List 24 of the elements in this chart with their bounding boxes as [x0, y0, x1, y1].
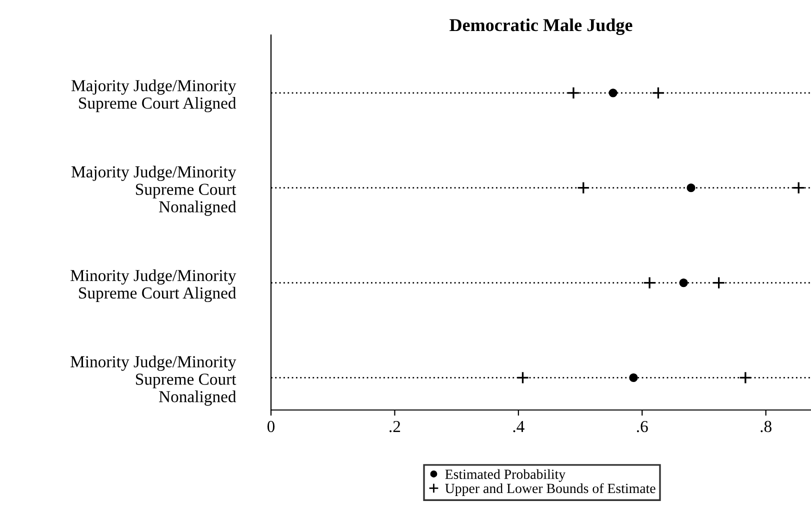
legend-label: Upper and Lower Bounds of Estimate [445, 483, 656, 496]
y-tick-label: Majority Judge/Minority Supreme Court Nonaligned [71, 166, 236, 216]
y-tick-label: Majority Judge/Minority Supreme Court Aligned [71, 80, 236, 112]
point [516, 371, 530, 384]
point [792, 181, 806, 194]
x-tick-label: .8 [760, 420, 772, 432]
point [739, 371, 752, 384]
chart-title: Democratic Male Judge [450, 18, 632, 35]
point [608, 88, 618, 98]
y-tick-label: Minority Judge/Minority Supreme Court Nonaligned [70, 356, 236, 406]
point [643, 276, 656, 290]
point [712, 276, 726, 290]
point [679, 278, 688, 288]
point [629, 373, 638, 382]
point [576, 181, 590, 194]
point [652, 86, 665, 100]
x-tick-label: .4 [513, 421, 524, 432]
y-tick-label: Minority Judge/Minority Supreme Court Aligned [70, 269, 236, 302]
x-tick-label: .2 [390, 420, 400, 432]
point [567, 86, 580, 100]
point [686, 184, 696, 192]
x-tick-label: 0 [267, 420, 275, 432]
x-tick-label: .6 [636, 420, 648, 432]
legend-label: Estimated Probability [445, 469, 566, 482]
